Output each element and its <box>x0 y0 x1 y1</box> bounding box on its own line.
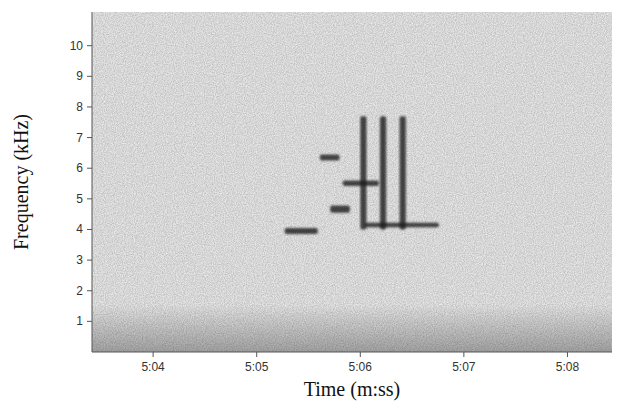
y-tick <box>87 321 92 322</box>
sound-element <box>380 116 386 229</box>
x-tick-label: 5:08 <box>556 360 580 374</box>
y-tick-label: 8 <box>76 100 83 114</box>
sound-element <box>360 116 366 229</box>
y-tick-label: 7 <box>76 131 83 145</box>
y-tick-label: 1 <box>76 314 83 328</box>
y-axis <box>92 12 93 352</box>
y-tick-label: 6 <box>76 161 83 175</box>
chart: 1 2 3 4 5 6 7 8 9 10 5:04 5:05 5:06 5:07 5:08 Time (m:s… <box>0 0 620 407</box>
y-tick-label: 9 <box>76 69 83 83</box>
y-tick <box>87 106 92 107</box>
y-tick <box>87 76 92 77</box>
sound-element <box>285 228 318 234</box>
x-tick-label: 5:04 <box>141 360 165 374</box>
y-axis-title: Frequency (kHz) <box>10 114 33 250</box>
low-band <box>92 12 612 352</box>
sound-element <box>400 116 406 229</box>
y-tick-label: 4 <box>76 222 83 236</box>
y-tick-label: 3 <box>76 253 83 267</box>
y-tick <box>87 290 92 291</box>
x-tick-label: 5:07 <box>452 360 476 374</box>
sound-element <box>320 154 340 160</box>
x-tick-label: 5:05 <box>245 360 269 374</box>
y-tick <box>87 229 92 230</box>
y-tick-label: 2 <box>76 284 83 298</box>
x-tick <box>153 352 154 357</box>
plot-background <box>92 12 612 352</box>
x-tick <box>567 352 568 357</box>
x-tick <box>256 352 257 357</box>
sound-element <box>330 206 350 213</box>
y-tick-label: 5 <box>76 192 83 206</box>
y-tick-label: 10 <box>70 39 84 53</box>
y-tick <box>87 260 92 261</box>
y-tick <box>87 198 92 199</box>
x-axis <box>92 352 612 353</box>
elements <box>285 116 439 234</box>
x-tick <box>463 352 464 357</box>
x-axis-title: Time (m:ss) <box>304 378 401 401</box>
y-tick <box>87 45 92 46</box>
y-tick <box>87 168 92 169</box>
x-tick-label: 5:06 <box>349 360 373 374</box>
x-tick <box>360 352 361 357</box>
noise <box>92 12 612 352</box>
plot-area <box>92 12 612 352</box>
y-tick <box>87 137 92 138</box>
